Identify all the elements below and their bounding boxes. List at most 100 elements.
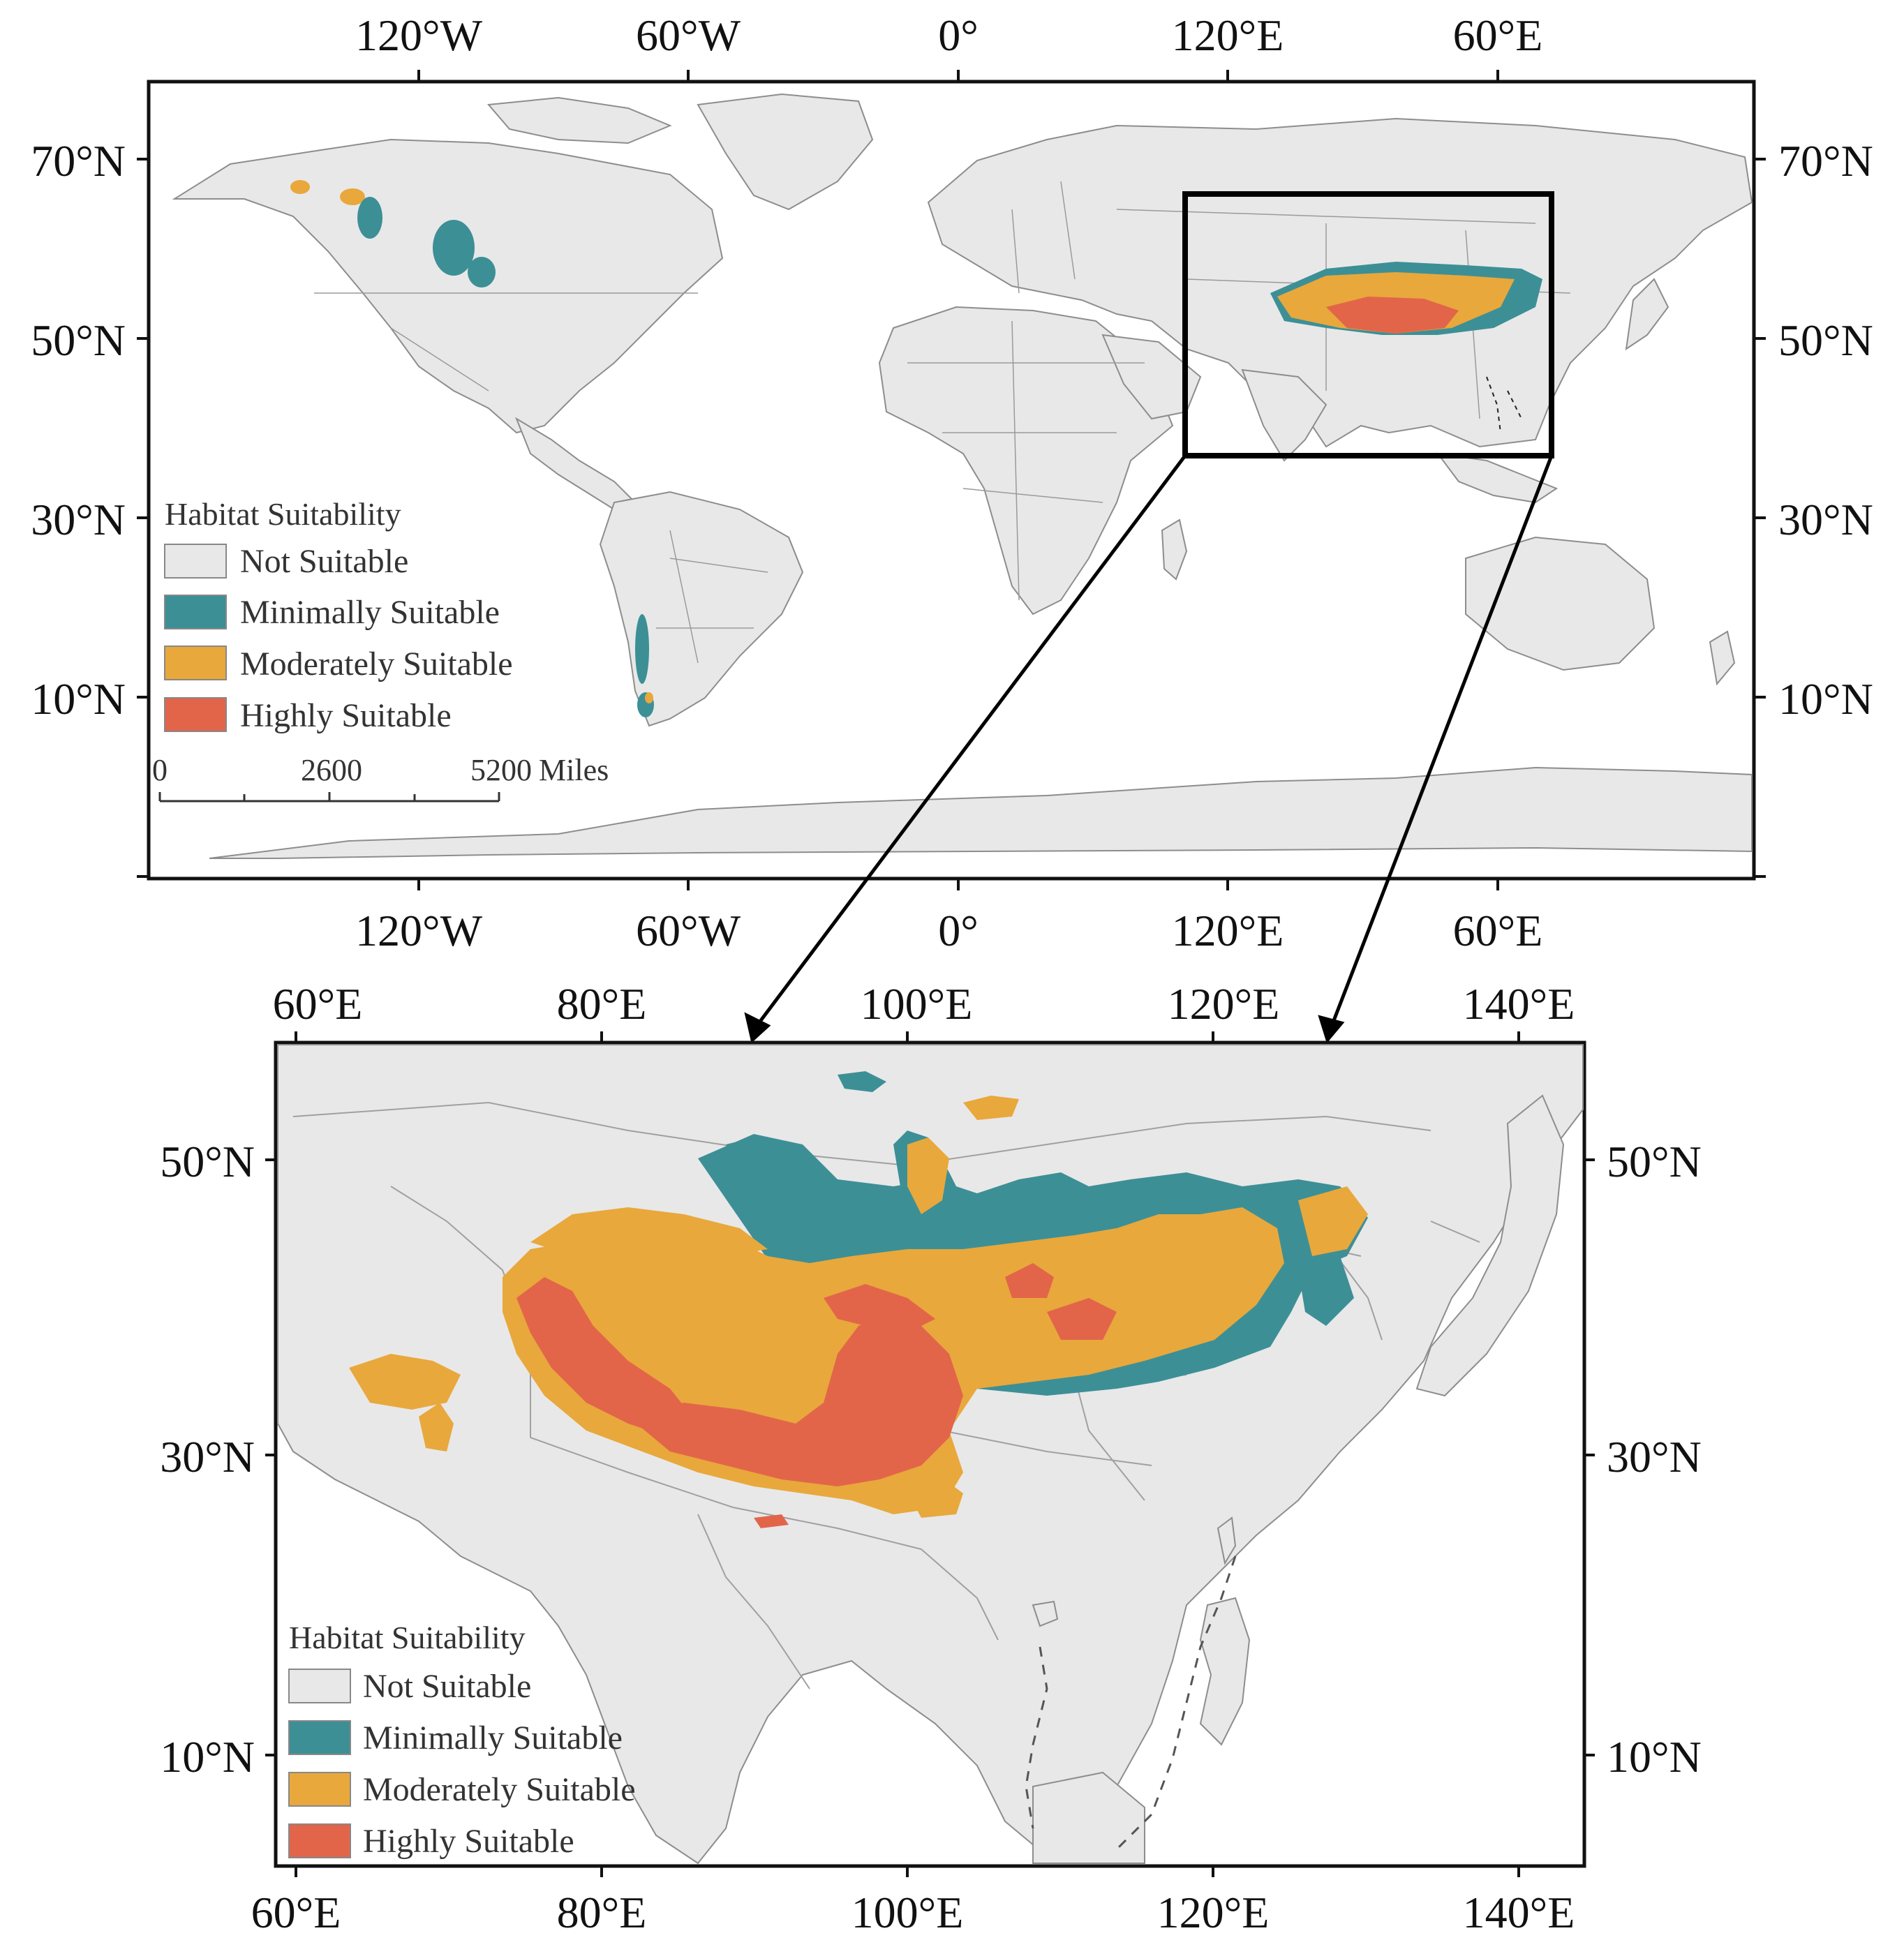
inset-selection-box	[1182, 191, 1554, 458]
patch-alaska-moderate	[290, 180, 310, 194]
inset-legend-label: Not Suitable	[363, 1668, 531, 1705]
land-south-america	[599, 491, 804, 727]
patch-inset-high-shanxi	[1005, 1263, 1054, 1298]
world-legend-label: Highly Suitable	[240, 697, 452, 734]
world-right-lat-label: 70°N	[1778, 136, 1873, 186]
world-legend-swatch-moderate	[164, 646, 227, 680]
inset-legend-swatch-not-suitable	[288, 1669, 351, 1703]
world-right-lat-label: 30°N	[1778, 495, 1873, 544]
patch-inset-moderate-south	[900, 1472, 963, 1518]
world-legend-title: Habitat Suitability	[165, 496, 401, 532]
world-top-lon-label: 0°	[938, 10, 979, 60]
scale-bar: 0 2600 5200 Miles	[152, 753, 609, 803]
inset-bottom-lon-label: 100°E	[851, 1888, 964, 1937]
inset-bottom-lon-label: 60°E	[251, 1888, 341, 1937]
inset-dashed-line	[1025, 1555, 1237, 1851]
world-bottom-lon-label: 120°E	[1172, 906, 1284, 955]
land-madagascar	[1161, 518, 1188, 581]
patch-andes-minimal	[635, 614, 649, 684]
world-right-lat-label: 10°N	[1778, 674, 1873, 724]
inset-legend-label: Minimally Suitable	[363, 1719, 623, 1756]
scale-bar-label: 0	[152, 753, 168, 787]
inset-bottom-lon-label: 140°E	[1463, 1888, 1575, 1937]
world-legend-label: Moderately Suitable	[240, 646, 513, 682]
land-japan	[1625, 278, 1669, 351]
inset-right-lat-label: 10°N	[1607, 1732, 1702, 1782]
patch-inset-minimal-altai	[726, 1137, 775, 1186]
world-left-lat-label: 30°N	[31, 495, 126, 544]
world-left-lat-label: 70°N	[31, 136, 126, 186]
scale-bar-unit: Miles	[539, 753, 609, 787]
patch-inset-minimal-sayan	[838, 1071, 886, 1092]
inset-right-lat-label: 50°N	[1607, 1137, 1702, 1186]
inset-top-lon-label: 140°E	[1463, 979, 1575, 1029]
inset-legend-label: Moderately Suitable	[363, 1771, 636, 1808]
arrow-head-left	[744, 1012, 771, 1043]
world-legend-label: Minimally Suitable	[240, 594, 500, 631]
inset-legend-title: Habitat Suitability	[289, 1620, 526, 1655]
world-bottom-lon-label: 0°	[938, 906, 979, 955]
land-borneo	[1032, 1771, 1145, 1864]
arrow-head-right	[1318, 1015, 1345, 1044]
land-se-asia-islands	[1436, 452, 1559, 504]
inset-left-lat-label: 30°N	[160, 1432, 255, 1482]
world-legend-swatch-high	[164, 697, 227, 732]
world-left-lat-label: 10°N	[31, 674, 126, 724]
inset-map: 60°E 80°E 100°E 120°E 140°E 60°E 80°E 10…	[160, 979, 1702, 1937]
zoom-arrow-right	[1331, 455, 1554, 1023]
world-legend-swatch-not-suitable	[164, 544, 227, 579]
patch-inset-moderate-altai	[907, 1137, 949, 1214]
patch-inset-moderate-pamir	[419, 1403, 454, 1452]
world-top-lon-label: 120°W	[355, 10, 483, 60]
world-suitability-asia	[1270, 262, 1542, 335]
land-hainan	[1032, 1600, 1059, 1627]
inset-legend: Habitat Suitability Not Suitable Minimal…	[288, 1620, 636, 1860]
patch-asia-high	[1326, 297, 1459, 334]
inset-legend-swatch-high	[288, 1823, 351, 1858]
land-philippines	[1199, 1597, 1251, 1746]
world-top-lon-label: 60°W	[636, 10, 741, 60]
inset-left-lat-label: 10°N	[160, 1732, 255, 1782]
patch-bc-minimal	[357, 197, 382, 239]
patch-inset-minimal-korea	[1298, 1256, 1354, 1326]
inset-bottom-lon-label: 120°E	[1157, 1888, 1270, 1937]
inset-top-lon-label: 60°E	[273, 979, 363, 1029]
patch-yukon-moderate	[340, 188, 365, 205]
land-india	[1241, 368, 1327, 462]
scale-bar-label: 2600	[301, 753, 362, 787]
patch-inset-moderate-sayan	[963, 1096, 1019, 1120]
patch-inset-moderate-tianshan	[530, 1207, 768, 1256]
world-legend: Habitat Suitability Not Suitable Minimal…	[164, 496, 513, 734]
inset-suitability	[349, 1071, 1368, 1528]
land-japan-inset	[1415, 1094, 1565, 1397]
world-legend-swatch-minimal	[164, 595, 227, 629]
inset-top-lon-label: 120°E	[1168, 979, 1280, 1029]
world-top-lon-label: 120°E	[1172, 10, 1284, 60]
inset-bottom-lon-label: 80°E	[557, 1888, 647, 1937]
patch-inset-high-west	[516, 1277, 698, 1438]
world-suitability-andes	[635, 614, 654, 717]
world-dashed-line	[1486, 376, 1522, 433]
land-new-zealand	[1709, 630, 1736, 686]
patch-inset-high-plateau	[628, 1312, 963, 1486]
inset-top-lon-label: 80°E	[557, 979, 647, 1029]
inset-legend-swatch-moderate	[288, 1772, 351, 1807]
zoom-arrows	[744, 454, 1554, 1044]
land-greenland	[697, 93, 874, 211]
world-suitability-north-america	[290, 180, 496, 288]
inset-legend-swatch-minimal	[288, 1720, 351, 1755]
land-australia	[1465, 536, 1656, 671]
inset-legend-label: Highly Suitable	[363, 1823, 574, 1860]
land-antarctica	[209, 766, 1753, 859]
inset-ticks	[265, 1031, 1595, 1877]
scale-bar-label: 5200	[470, 753, 532, 787]
zoom-arrow-left	[758, 454, 1187, 1024]
world-left-lat-label: 50°N	[31, 315, 126, 365]
world-ticks	[137, 70, 1766, 890]
land-africa	[878, 306, 1174, 615]
patch-inset-moderate-northeast	[1298, 1186, 1368, 1256]
world-legend-label: Not Suitable	[240, 543, 408, 580]
world-map: 120°W 60°W 0° 120°E 60°E 120°W 60°W 0° 1…	[31, 10, 1873, 955]
patch-patagonia-moderate	[645, 692, 653, 703]
